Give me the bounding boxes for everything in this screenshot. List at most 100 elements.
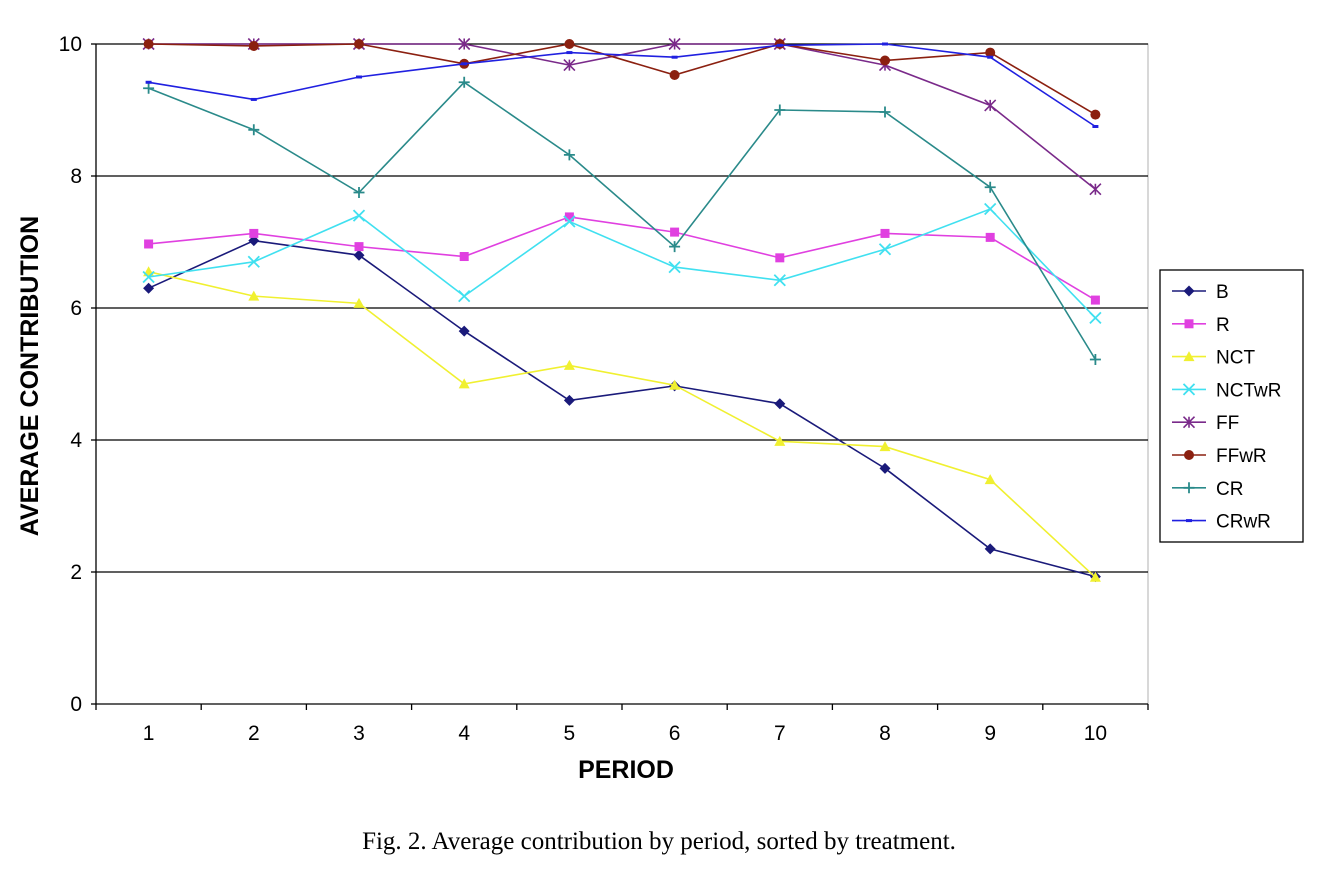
series-line-crwr: [148, 43, 1096, 128]
legend-item-cr: CR: [1172, 479, 1243, 500]
data-point-r: [144, 239, 154, 249]
legend-label-crwr: CRwR: [1216, 512, 1271, 533]
data-point-nctwr: [878, 243, 892, 256]
data-point-nctwr: [668, 260, 681, 274]
x-tick-label: 4: [458, 722, 470, 745]
data-point-b: [353, 249, 365, 261]
data-point-r: [459, 252, 469, 262]
x-tick-label: 1: [143, 722, 155, 745]
data-point-cr: [353, 187, 365, 198]
data-point-nctwr: [458, 289, 471, 303]
data-point-b: [248, 235, 260, 247]
legend-item-r: R: [1172, 315, 1230, 336]
series-cr: [143, 76, 1101, 365]
axes: [91, 43, 1149, 710]
legend-item-crwr: CRwR: [1172, 512, 1271, 533]
data-point-nctwr: [1089, 311, 1102, 325]
legend-label-ff: FF: [1216, 413, 1239, 434]
legend-marker-nctwr: [1182, 383, 1196, 396]
series-nctwr: [142, 202, 1102, 325]
data-point-b: [563, 394, 575, 406]
legend-marker-nct: [1183, 351, 1195, 362]
y-tick-label: 2: [70, 561, 82, 584]
data-point-nct: [248, 290, 260, 301]
legend-label-nct: NCT: [1216, 348, 1255, 369]
data-point-nct: [563, 359, 575, 370]
x-axis-title: PERIOD: [578, 756, 674, 784]
x-tick-label: 9: [984, 722, 996, 745]
legend-label-r: R: [1216, 315, 1230, 336]
x-tick-label: 7: [774, 722, 786, 745]
legend: BR NCT NCTwR FF FFwR CR CRwR: [1159, 269, 1304, 543]
data-point-r: [564, 212, 574, 222]
data-point-ffwr: [880, 55, 890, 66]
data-point-nct: [353, 297, 365, 308]
data-point-cr: [669, 241, 681, 253]
data-point-ffwr: [248, 40, 259, 51]
legend-marker-r: [1184, 319, 1194, 329]
series-line-r: [148, 216, 1096, 301]
series-group: [142, 37, 1102, 583]
x-tick-label: 2: [248, 722, 260, 745]
legend-item-ff: FF: [1172, 413, 1239, 434]
data-point-nctwr: [352, 209, 366, 222]
x-tick-label: 10: [1084, 722, 1107, 745]
series-line-b: [148, 239, 1096, 578]
data-point-ff: [1089, 183, 1102, 196]
legend-marker-ffwr: [1184, 450, 1194, 460]
data-point-ff: [984, 99, 997, 112]
y-tick-labels: 0 2 4 6 8 10: [59, 33, 83, 716]
legend-item-b: B: [1172, 282, 1229, 303]
data-point-r: [880, 228, 890, 238]
series-line-nct: [148, 270, 1096, 578]
data-point-ff: [563, 59, 576, 72]
data-point-ff: [458, 37, 471, 51]
data-point-cr: [984, 181, 996, 193]
series-line-nctwr: [148, 208, 1096, 319]
data-point-nct: [984, 474, 996, 485]
legend-marker-b: [1183, 285, 1195, 297]
data-point-r: [354, 242, 364, 252]
data-point-cr: [248, 124, 260, 136]
y-tick-label: 10: [59, 33, 82, 56]
x-tick-label: 3: [353, 722, 365, 745]
data-point-b: [774, 398, 786, 410]
data-point-ffwr: [564, 39, 575, 49]
legend-label-b: B: [1216, 282, 1229, 303]
data-point-cr: [774, 104, 786, 116]
data-point-nctwr: [773, 274, 786, 287]
data-point-nct: [669, 379, 681, 390]
series-line-cr: [148, 81, 1097, 360]
series-r: [144, 212, 1100, 305]
data-point-r: [249, 228, 259, 238]
data-point-nctwr: [563, 215, 576, 228]
y-tick-label: 4: [70, 429, 82, 452]
data-point-cr: [879, 106, 891, 118]
data-point-b: [879, 462, 891, 474]
legend-item-nctwr: NCTwR: [1172, 380, 1281, 401]
legend-label-nctwr: NCTwR: [1216, 380, 1281, 401]
data-point-ffwr: [985, 47, 996, 58]
data-point-ffwr: [354, 39, 364, 49]
data-point-cr: [458, 76, 470, 88]
legend-marker-ff: [1182, 416, 1196, 429]
data-point-cr: [143, 82, 155, 94]
legend-item-nct: NCT: [1172, 348, 1255, 369]
data-point-nct: [879, 441, 891, 452]
data-point-nct: [1089, 571, 1101, 582]
data-point-nct: [458, 378, 470, 389]
data-point-r: [1090, 295, 1100, 305]
legend-label-ffwr: FFwR: [1216, 446, 1267, 467]
plot-area: [95, 43, 1149, 705]
y-tick-label: 0: [70, 693, 82, 716]
data-point-r: [775, 253, 785, 263]
x-tick-label: 5: [564, 722, 576, 745]
data-point-b: [984, 543, 996, 555]
series-line-ffwr: [148, 43, 1096, 116]
x-tick-label: 8: [879, 722, 891, 745]
legend-marker-cr: [1183, 482, 1195, 494]
data-point-cr: [1089, 353, 1101, 365]
x-tick-labels: 1 2 3 4 5 6 7 8 9 10: [143, 722, 1107, 745]
data-point-b: [458, 325, 470, 337]
